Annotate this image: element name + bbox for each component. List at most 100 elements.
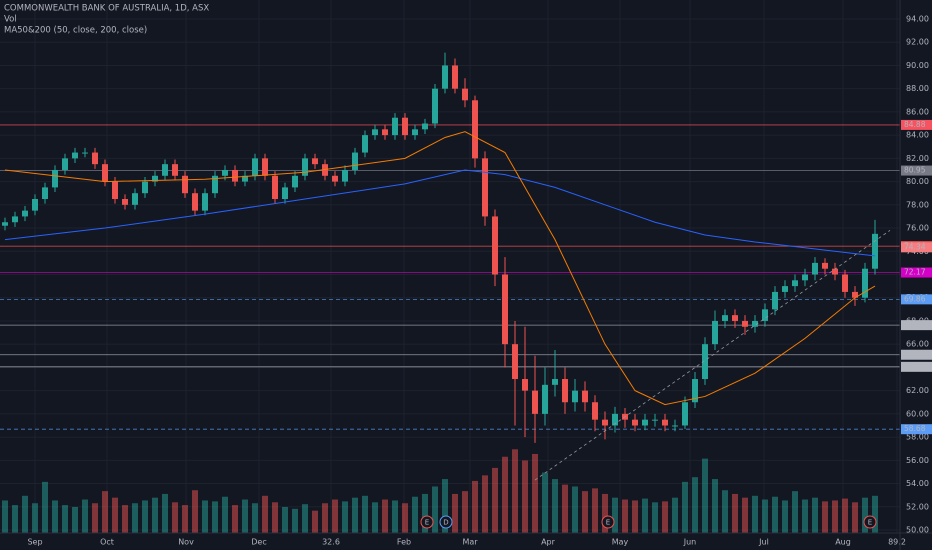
candle-body (222, 169, 228, 176)
indicator-label: MA50&200 (50, close, 200, close) (4, 26, 147, 36)
volume-bar (862, 497, 868, 533)
volume-bar (672, 497, 678, 533)
level-label-box (901, 119, 932, 130)
volume-bar (252, 503, 258, 533)
event-marker (439, 515, 453, 529)
volume-bar (242, 499, 248, 533)
y-tick-label: 78.00 (906, 200, 929, 209)
candle-body (292, 175, 298, 188)
candle-body (742, 320, 748, 327)
volume-bar (472, 480, 478, 533)
level-label: 84.88 (904, 120, 926, 129)
volume-bar (442, 479, 448, 533)
y-tick-label: 80.00 (906, 177, 929, 186)
volume-bar (362, 495, 368, 533)
volume-bar (812, 497, 818, 533)
volume-bar (122, 505, 128, 533)
level-label: 69.86 (904, 294, 926, 303)
candle-body (682, 402, 688, 426)
volume-bar (762, 499, 768, 533)
candle-body (182, 175, 188, 194)
candle-body (32, 199, 38, 211)
level-label-box (901, 320, 932, 331)
volume-bar (312, 510, 318, 533)
candle-body (832, 268, 838, 275)
event-marker (420, 515, 434, 529)
candle-body (162, 164, 168, 176)
candle-body (722, 315, 728, 321)
candle-body (192, 193, 198, 211)
volume-bar (772, 496, 778, 533)
event-marker (863, 515, 877, 529)
candle-body (552, 379, 558, 385)
x-tick-label: Sep (27, 538, 42, 547)
candle-body (562, 379, 568, 403)
candle-body (502, 274, 508, 345)
candle-body (412, 129, 418, 136)
candle-body (382, 129, 388, 136)
level-label-box (901, 349, 932, 360)
volume-bar (692, 477, 698, 533)
volume-bar (182, 505, 188, 533)
volume-bar (192, 490, 198, 533)
candle-body (842, 274, 848, 292)
candle-body (662, 419, 668, 426)
candle-body (402, 117, 408, 136)
volume-bar (522, 460, 528, 533)
candle-body (782, 286, 788, 292)
volume-bar (82, 499, 88, 533)
candle-body (2, 222, 8, 226)
volume-bar (62, 505, 68, 533)
candle-body (172, 164, 178, 176)
y-tick-label: 56.00 (906, 456, 929, 465)
volume-bar (342, 501, 348, 533)
candle-body (482, 158, 488, 217)
volume-bar (532, 453, 538, 533)
volume-bar (572, 486, 578, 533)
candle-body (652, 419, 658, 421)
volume-bar (612, 497, 618, 533)
candle-body (312, 158, 318, 165)
y-tick-label: 94.00 (906, 15, 929, 24)
x-tick-label: Mar (462, 538, 478, 547)
candle-body (632, 419, 638, 426)
volume-bar (492, 467, 498, 533)
volume-bar (462, 491, 468, 533)
candle-body (792, 280, 798, 287)
candle-body (72, 152, 78, 159)
volume-bar (262, 495, 268, 533)
candle-body (42, 187, 48, 200)
candle-body (532, 390, 538, 414)
candle-body (152, 175, 158, 182)
volume-bar (452, 493, 458, 533)
volume-bar (22, 495, 28, 533)
volume-bar (642, 498, 648, 533)
volume-bar (622, 499, 628, 533)
y-tick-label: 92.00 (906, 38, 929, 47)
level-label: 72.17 (904, 268, 926, 277)
volume-bar (32, 503, 38, 533)
y-tick-label: 54.00 (906, 479, 929, 488)
candle-body (102, 164, 108, 182)
volume-bar (742, 497, 748, 533)
level-label: 74.34 (904, 242, 926, 251)
candle-body (432, 88, 438, 124)
candle-body (12, 216, 18, 223)
volume-bar (592, 488, 598, 533)
volume-bar (332, 499, 338, 533)
y-tick-label: 90.00 (906, 61, 929, 70)
candle-body (702, 344, 708, 380)
candle-body (212, 175, 218, 194)
volume-bar (712, 479, 718, 533)
moving-average (4, 131, 876, 406)
volume-bar (152, 497, 158, 533)
volume-bar (412, 496, 418, 533)
event-label: E (425, 519, 429, 527)
candle-body (872, 233, 878, 269)
candle-body (252, 158, 258, 176)
volume-bar (842, 498, 848, 533)
candle-body (142, 181, 148, 194)
event-label: D (443, 519, 448, 527)
x-tick-label: 32.6 (322, 538, 340, 547)
x-tick-label: Oct (100, 538, 114, 547)
